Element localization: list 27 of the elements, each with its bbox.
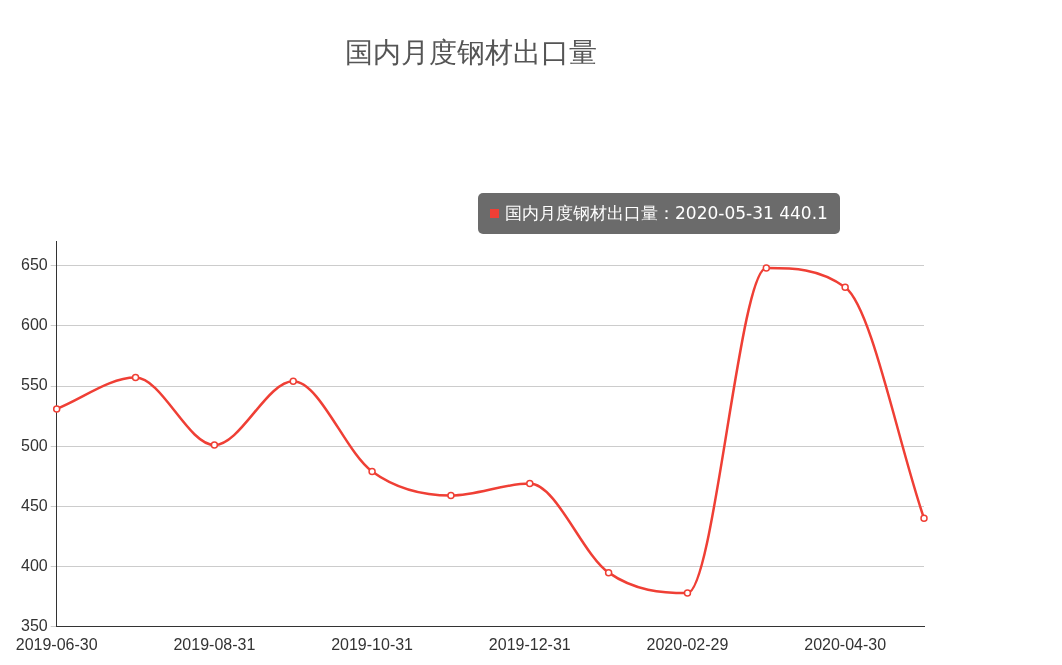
y-tick-label: 550 bbox=[20, 376, 48, 394]
x-tick-label: 2019-06-30 bbox=[15, 635, 98, 653]
point bbox=[52, 405, 61, 413]
y-tick-label: 400 bbox=[20, 557, 48, 575]
x-tick-label: 2019-12-31 bbox=[488, 635, 571, 653]
x-tick-label: 2019-08-31 bbox=[173, 635, 256, 653]
y-tick-label: 500 bbox=[20, 436, 48, 454]
point bbox=[131, 373, 140, 382]
point bbox=[447, 491, 455, 500]
x-tick-label: 2019-10-31 bbox=[331, 635, 414, 653]
point bbox=[683, 589, 692, 597]
point bbox=[210, 441, 219, 449]
point bbox=[289, 377, 297, 385]
point bbox=[762, 264, 771, 272]
y-tick-label: 450 bbox=[20, 496, 48, 514]
x-tick-label: 2020-04-30 bbox=[804, 635, 887, 653]
point bbox=[920, 514, 928, 523]
point bbox=[526, 479, 534, 488]
point bbox=[604, 568, 613, 577]
text: ：2020-05-31 440.1 bbox=[658, 203, 828, 223]
y-tick-label: 350 bbox=[20, 617, 48, 635]
point bbox=[368, 467, 376, 476]
y-tick-label: 600 bbox=[20, 316, 48, 334]
point bbox=[841, 283, 849, 292]
x-tick-label: 2020-02-29 bbox=[646, 635, 729, 653]
chart-title: 国内月度钢材出口量 bbox=[345, 36, 597, 70]
y-tick-label: 650 bbox=[20, 256, 48, 274]
